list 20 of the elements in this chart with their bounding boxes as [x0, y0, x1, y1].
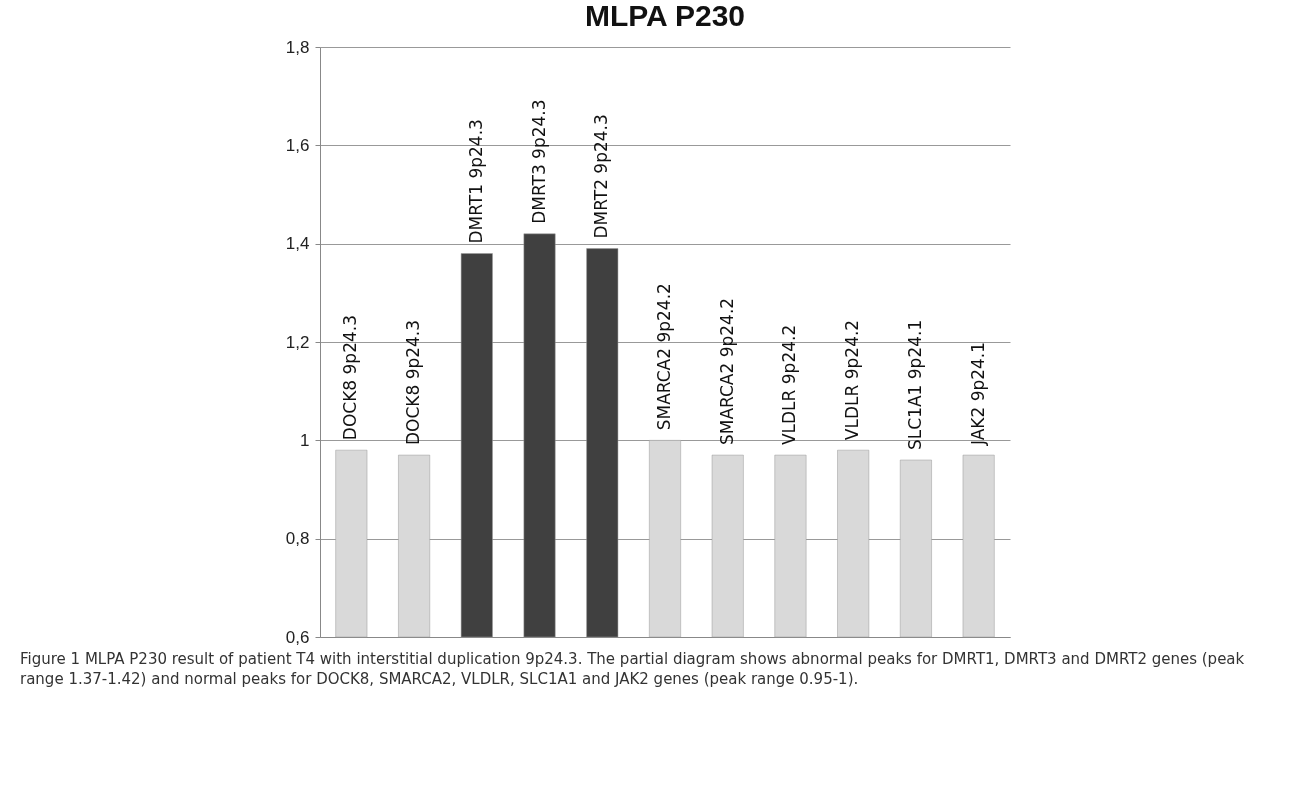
x-tick-label: DOCK8 9p24.3 — [340, 314, 361, 441]
x-tick-label: DMRT2 9p24.3 — [591, 114, 612, 239]
x-tick-label: SMARCA2 9p24.2 — [654, 283, 674, 431]
x-tick-label: VLDLR 9p24.2 — [779, 324, 800, 446]
x-tick-label: VLDLR 9p24.2 — [842, 319, 863, 441]
y-tick-label: 1 — [300, 430, 310, 450]
y-tick-label: 1,8 — [285, 37, 310, 57]
y-tick-label: 1,6 — [285, 135, 310, 155]
x-tick-label: DMRT1 9p24.3 — [465, 119, 486, 244]
chart-title: MLPA P230 — [584, 0, 746, 32]
caption: Figure 1 MLPA P230 result of patient T4 with interstitial duplication 9p24.3. The partial diagram shows abnormal peaks for DMRT1, DMRT3 and DMRT2 genes (peak range 1.37-1.42) and normal peaks for DOCK8, SMARCA2, VLDLR, SLC1A1 and JAK2 genes (peak range 0.95-1). — [20, 649, 1246, 690]
y-tick-label: 1,4 — [285, 234, 310, 254]
x-tick-label: SMARCA2 9p24.2 — [716, 297, 737, 446]
y-tick-label: 0,6 — [285, 627, 310, 647]
y-tick-label: 0,8 — [285, 529, 310, 549]
x-tick-label: SLC1A1 9p24.1 — [904, 319, 925, 450]
x-tick-label: JAK2 9p24.1 — [967, 341, 988, 447]
x-tick-label: DMRT3 9p24.3 — [528, 99, 549, 224]
x-tick-label: DOCK8 9p24.3 — [403, 319, 424, 446]
y-tick-label: 1,2 — [285, 332, 310, 352]
